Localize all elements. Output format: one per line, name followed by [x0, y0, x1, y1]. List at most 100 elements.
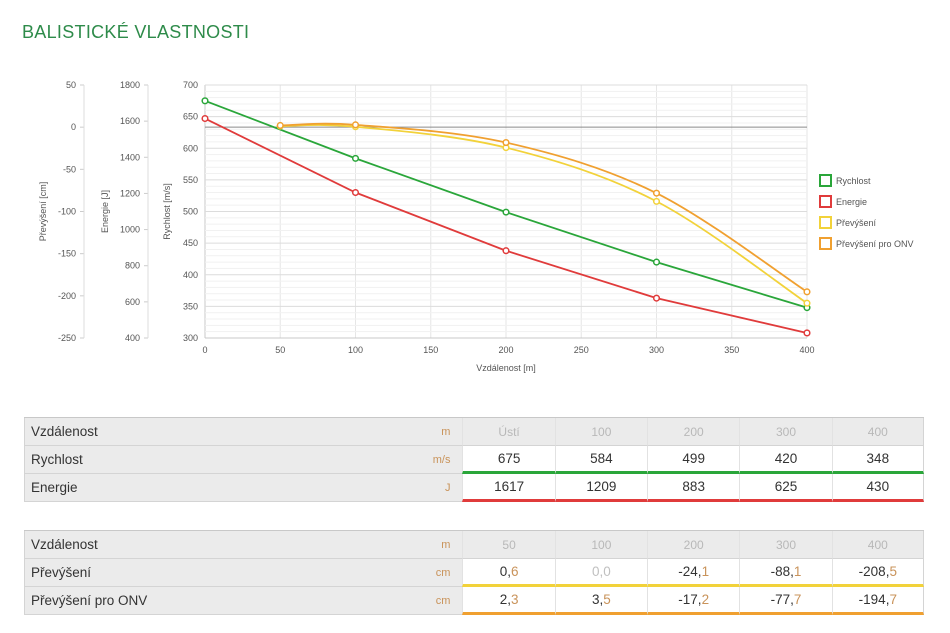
y-tick-label: 1000 — [120, 225, 140, 235]
y-tick-label: -150 — [58, 249, 76, 259]
y-tick-label: 400 — [183, 270, 198, 280]
table-cell: 3,5 — [554, 587, 648, 615]
y-tick-label: -50 — [63, 164, 76, 174]
table-cell: 300 — [739, 531, 832, 559]
y-tick-label: 1200 — [120, 188, 140, 198]
row-unit: J — [400, 474, 463, 502]
value-int: 3, — [592, 592, 604, 607]
y-tick-label: 700 — [183, 80, 198, 90]
y-tick-label: -100 — [58, 207, 76, 217]
table-row-energy: Energie J 1617 1209 883 625 430 — [24, 474, 924, 502]
data-point — [652, 197, 661, 205]
y-tick-label: 350 — [183, 301, 198, 311]
y-tick-label: 500 — [183, 207, 198, 217]
y-axis-title: Rychlost [m/s] — [162, 183, 172, 240]
value-int: -208, — [858, 564, 890, 579]
data-point — [803, 299, 811, 307]
x-tick-label: 100 — [348, 345, 363, 355]
y-tick-label: 1600 — [120, 116, 140, 126]
table-cell: 1209 — [554, 474, 648, 502]
ballistics-table: Vzdálenost m Ústí 100 200 300 400 Rychlo… — [24, 417, 924, 502]
legend-swatch — [819, 174, 832, 187]
x-tick-label: 0 — [202, 345, 207, 355]
table-cell: 499 — [647, 446, 740, 474]
table-cell: 348 — [831, 446, 924, 474]
table-cell: 883 — [647, 474, 740, 502]
value-dec: 2 — [701, 592, 710, 607]
table-row-distance: Vzdálenost m Ústí 100 200 300 400 — [24, 418, 924, 446]
value-int: -24, — [678, 564, 702, 579]
page-title: BALISTICKÉ VLASTNOSTI — [22, 22, 250, 42]
legend-label: Energie — [836, 197, 867, 207]
data-point — [351, 154, 360, 162]
table-cell: 420 — [739, 446, 832, 474]
value-dec: 6 — [510, 564, 519, 579]
table-row-drop-onv: Převýšení pro ONV cm 2,3 3,5 -17,2 -77,7… — [24, 587, 924, 615]
y-tick-label: -200 — [58, 291, 76, 301]
table-cell: -194,7 — [831, 587, 924, 615]
table-cell: -208,5 — [831, 559, 924, 587]
value-dec: 5 — [889, 564, 897, 579]
legend-label: Rychlost — [836, 176, 871, 186]
value-dec: 0 — [603, 564, 611, 579]
legend-swatch — [819, 216, 832, 229]
series-line-p-ev-en- — [280, 124, 808, 304]
y-tick-label: 400 — [125, 333, 140, 343]
series-line-p-ev-en-pro-onv — [280, 122, 808, 293]
y-tick-label: 550 — [183, 175, 198, 185]
row-label: Rychlost — [24, 446, 401, 474]
data-point — [803, 288, 811, 296]
x-tick-label: 300 — [649, 345, 664, 355]
table-row-drop: Převýšení cm 0,6 0,0 -24,1 -88,1 -208,5 — [24, 559, 924, 587]
table-cell: 625 — [739, 474, 832, 502]
table-cell: Ústí — [462, 418, 555, 446]
value-int: -194, — [858, 592, 890, 607]
value-dec: 1 — [701, 564, 710, 579]
legend-swatch — [819, 195, 832, 208]
table-cell: 584 — [554, 446, 648, 474]
legend-swatch — [819, 237, 832, 250]
table-cell: 100 — [554, 531, 648, 559]
y-tick-label: 300 — [183, 333, 198, 343]
data-point — [502, 247, 510, 255]
row-label: Vzdálenost — [24, 531, 401, 559]
y-tick-label: 1800 — [120, 80, 140, 90]
row-unit: cm — [400, 559, 463, 587]
y-tick-label: 0 — [71, 122, 76, 132]
x-tick-label: 150 — [423, 345, 438, 355]
data-point — [652, 258, 661, 266]
y-tick-label: 600 — [183, 143, 198, 153]
table-cell: 1617 — [462, 474, 555, 502]
table-row-distance: Vzdálenost m 50 100 200 300 400 — [24, 531, 924, 559]
x-tick-label: 250 — [574, 345, 589, 355]
row-label: Vzdálenost — [24, 418, 401, 446]
y-tick-label: 1400 — [120, 152, 140, 162]
y-tick-label: -250 — [58, 333, 76, 343]
value-int: 0, — [592, 564, 604, 579]
table-cell: 400 — [831, 531, 924, 559]
table-cell: 0,6 — [462, 559, 555, 587]
x-axis-title: Vzdálenost [m] — [476, 363, 536, 373]
table-cell: -24,1 — [647, 559, 740, 587]
data-point — [652, 294, 661, 302]
row-unit: cm — [400, 587, 463, 615]
legend-label: Převýšení — [836, 218, 877, 228]
y-tick-label: 450 — [183, 238, 198, 248]
table-cell: -17,2 — [647, 587, 740, 615]
value-dec: 3 — [510, 592, 519, 607]
data-point — [351, 121, 360, 129]
y-tick-label: 650 — [183, 112, 198, 122]
table-cell: 50 — [462, 531, 555, 559]
x-tick-label: 200 — [498, 345, 513, 355]
data-point — [502, 139, 510, 147]
y-axis-title: Převýšení [cm] — [38, 182, 48, 242]
row-label: Energie — [24, 474, 401, 502]
y-tick-label: 600 — [125, 297, 140, 307]
x-tick-label: 400 — [799, 345, 814, 355]
data-point — [201, 97, 209, 105]
value-int: 0, — [499, 564, 511, 579]
row-label: Převýšení pro ONV — [24, 587, 401, 615]
value-dec: 7 — [889, 592, 897, 607]
value-int: -88, — [770, 564, 794, 579]
value-dec: 5 — [603, 592, 611, 607]
